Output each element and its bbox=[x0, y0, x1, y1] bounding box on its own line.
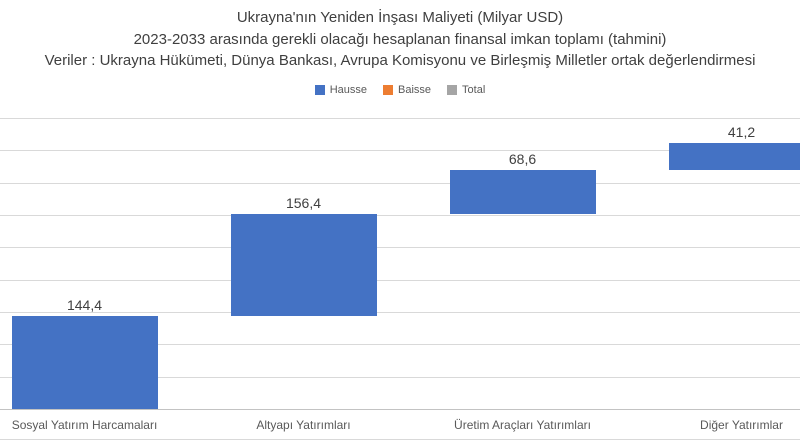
gridline bbox=[0, 118, 800, 119]
legend-item-hausse: Hausse bbox=[314, 84, 367, 96]
legend-swatch-total-icon bbox=[447, 85, 458, 95]
chart-title: Ukrayna'nın Yeniden İnşası Maliyeti (Mil… bbox=[236, 9, 564, 26]
legend-label: Total bbox=[462, 84, 486, 96]
bottom-border-line bbox=[0, 439, 800, 440]
legend-swatch-baisse-icon bbox=[383, 85, 393, 95]
category-label-uretim-araclari-yatirimlari: Üretim Araçları Yatırımları bbox=[454, 418, 591, 432]
value-label-altyapi-yatirimlari: 156,4 bbox=[285, 195, 322, 212]
gridline bbox=[0, 312, 800, 313]
legend-item-baisse: Baisse bbox=[383, 84, 431, 96]
value-label-uretim-araclari-yatirimlari: 68,6 bbox=[508, 151, 537, 168]
bar-uretim-araclari-yatirimlari bbox=[449, 170, 596, 215]
x-axis-line bbox=[0, 409, 800, 410]
chart-subtitle: 2023-2033 arasında gerekli olacağı hesap… bbox=[133, 31, 667, 48]
gridline bbox=[0, 182, 800, 184]
gridline bbox=[0, 376, 800, 378]
legend-swatch-hausse-icon bbox=[314, 85, 325, 95]
value-label-diger-yatirimlar: 41,2 bbox=[727, 124, 756, 141]
gridline bbox=[0, 215, 800, 216]
gridline bbox=[0, 150, 800, 152]
category-label-sosyal-yatirim-harcamalari: Sosyal Yatırım Harcamaları bbox=[11, 418, 158, 432]
bar-diger-yatirimlar bbox=[668, 143, 800, 171]
chart-source-note: Veriler : Ukrayna Hükümeti, Dünya Bankas… bbox=[44, 52, 756, 69]
gridline bbox=[0, 344, 800, 346]
value-label-sosyal-yatirim-harcamalari: 144,4 bbox=[66, 296, 103, 313]
bar-altyapi-yatirimlari bbox=[230, 214, 377, 316]
legend-label: Hausse bbox=[329, 84, 367, 96]
category-label-altyapi-yatirimlari: Altyapı Yatırımları bbox=[256, 418, 351, 432]
category-label-diger-yatirimlar: Diğer Yatırımlar bbox=[700, 418, 783, 432]
legend-item-total: Total bbox=[447, 84, 485, 96]
legend-label: Baisse bbox=[398, 84, 432, 96]
legend: Hausse Baisse Total bbox=[0, 84, 800, 96]
gridline bbox=[0, 247, 800, 249]
gridline bbox=[0, 279, 800, 281]
bar-sosyal-yatirim-harcamalari bbox=[11, 315, 158, 409]
